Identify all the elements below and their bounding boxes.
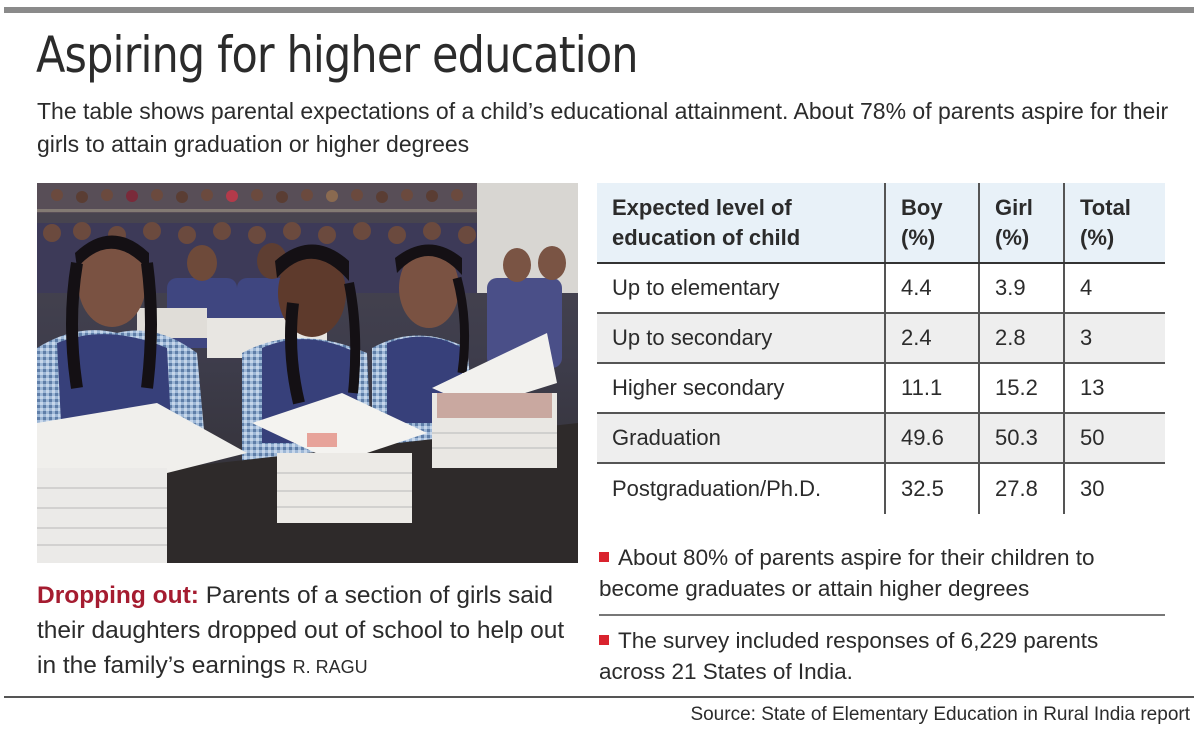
header-girl: Girl (%) xyxy=(978,183,1063,262)
cell-girl: 50.3 xyxy=(978,414,1063,462)
cell-boy: 32.5 xyxy=(884,464,978,514)
table-row: Higher secondary 11.1 15.2 13 xyxy=(597,364,1165,414)
table-row: Postgraduation/Ph.D. 32.5 27.8 30 xyxy=(597,464,1165,514)
photo-caption: Dropping out: Parents of a section of gi… xyxy=(37,578,582,685)
finding-text: About 80% of parents aspire for their ch… xyxy=(599,545,1095,601)
header-level-line2: education of child xyxy=(612,224,801,250)
cell-total: 30 xyxy=(1063,464,1165,514)
news-photo xyxy=(37,183,578,563)
cell-boy: 2.4 xyxy=(884,314,978,362)
header-girl-line1: Girl xyxy=(995,194,1033,220)
cell-level: Up to elementary xyxy=(612,275,780,300)
header-level: Expected level of education of child xyxy=(597,183,884,262)
header-boy-line2: (%) xyxy=(901,224,936,250)
subtitle: The table shows parental expectations of… xyxy=(37,98,1169,157)
finding-divider xyxy=(599,614,1165,616)
key-findings: About 80% of parents aspire for their ch… xyxy=(599,542,1165,697)
page-title: Aspiring for higher education xyxy=(36,26,639,84)
footer-rule xyxy=(4,696,1194,698)
cell-level: Higher secondary xyxy=(612,375,785,400)
photo-illustration xyxy=(37,183,578,563)
cell-girl: 3.9 xyxy=(978,264,1063,312)
red-square-bullet-icon xyxy=(599,635,609,645)
cell-girl: 27.8 xyxy=(978,464,1063,514)
caption-text: Parents of a section of girls said their… xyxy=(37,582,565,679)
cell-girl: 2.8 xyxy=(978,314,1063,362)
cell-level: Graduation xyxy=(612,425,721,450)
cell-total: 13 xyxy=(1063,364,1165,412)
header-total-line2: (%) xyxy=(1080,224,1115,250)
cell-level: Up to secondary xyxy=(612,325,773,350)
table-row: Up to secondary 2.4 2.8 3 xyxy=(597,314,1165,364)
cell-total: 50 xyxy=(1063,414,1165,462)
header-level-line1: Expected level of xyxy=(612,194,792,220)
header-boy: Boy (%) xyxy=(884,183,978,262)
cell-boy: 4.4 xyxy=(884,264,978,312)
red-square-bullet-icon xyxy=(599,552,609,562)
header-girl-line2: (%) xyxy=(995,224,1030,250)
education-expectations-table: Expected level of education of child Boy (… xyxy=(597,183,1165,514)
cell-boy: 11.1 xyxy=(884,364,978,412)
header-total: Total (%) xyxy=(1063,183,1165,262)
source-note: Source: State of Elementary Education in… xyxy=(690,704,1190,725)
header-boy-line1: Boy xyxy=(901,194,943,220)
cell-girl: 15.2 xyxy=(978,364,1063,412)
finding-item: About 80% of parents aspire for their ch… xyxy=(599,542,1165,614)
finding-item: The survey included responses of 6,229 p… xyxy=(599,625,1165,697)
photo-credit: R. RAGU xyxy=(292,657,368,677)
cell-total: 4 xyxy=(1063,264,1165,312)
table-header-row: Expected level of education of child Boy (… xyxy=(597,183,1165,264)
top-rule xyxy=(4,7,1194,13)
cell-boy: 49.6 xyxy=(884,414,978,462)
table-row: Up to elementary 4.4 3.9 4 xyxy=(597,264,1165,314)
finding-text: The survey included responses of 6,229 p… xyxy=(599,628,1099,684)
caption-lead: Dropping out: xyxy=(37,582,199,609)
table-row: Graduation 49.6 50.3 50 xyxy=(597,414,1165,464)
header-total-line1: Total xyxy=(1080,194,1131,220)
cell-total: 3 xyxy=(1063,314,1165,362)
cell-level: Postgraduation/Ph.D. xyxy=(612,476,822,501)
